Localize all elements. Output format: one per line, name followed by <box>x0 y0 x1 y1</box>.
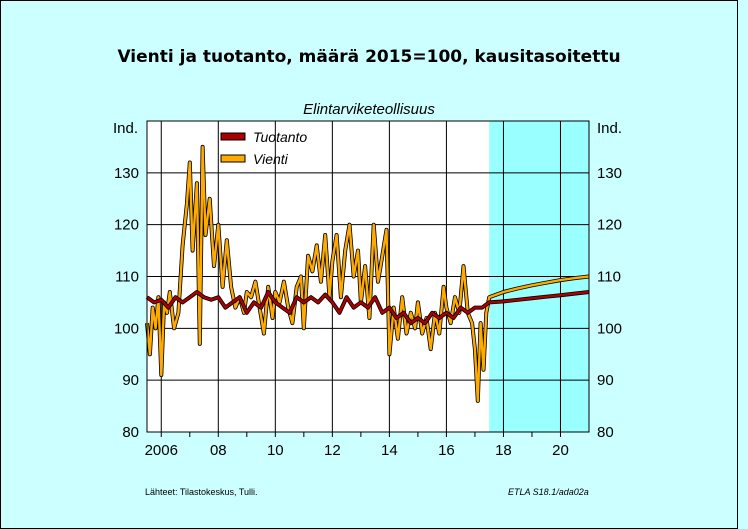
y-tick-label-right: 90 <box>597 372 614 389</box>
chart-subtitle: Elintarviketeollisuus <box>303 101 435 118</box>
legend-label-tuotanto: Tuotanto <box>253 129 307 145</box>
legend-swatch-tuotanto <box>220 132 246 141</box>
y-tick-label-left: 100 <box>114 320 139 337</box>
y-tick-label-left: 120 <box>114 217 139 234</box>
y-tick-label-right: 110 <box>597 269 621 286</box>
chart-code: ETLA S18.1/ada02a <box>508 487 589 497</box>
x-tick-label: 08 <box>210 442 227 459</box>
y-tick-label-right: 120 <box>597 217 622 234</box>
x-tick-label: 20 <box>552 442 569 459</box>
legend-swatch-vienti <box>220 154 246 163</box>
chart-title: Vienti ja tuotanto, määrä 2015=100, kaus… <box>117 47 621 67</box>
y-tick-label-left: 80 <box>122 424 139 441</box>
axes: 80 80 90 90 100 100 110 110 120 120 130 130 2006 08 10… <box>114 165 622 459</box>
y-tick-label-left: 130 <box>114 165 139 182</box>
series-line-tuotanto <box>146 290 590 325</box>
source-note: Lähteet: Tilastokeskus, Tulli. <box>145 487 258 497</box>
x-tick-label: 18 <box>495 442 512 459</box>
y-axis-label-right: Ind. <box>597 120 622 137</box>
y-tick-label-right: 130 <box>597 165 622 182</box>
y-tick-label-left: 110 <box>115 269 139 286</box>
x-tick-label: 14 <box>381 442 398 459</box>
plot-border <box>146 120 590 433</box>
y-axis-label-left: Ind. <box>113 120 138 137</box>
legend-label-vienti: Vienti <box>253 151 289 167</box>
y-tick-label-right: 80 <box>597 424 614 441</box>
y-tick-label-right: 100 <box>597 320 622 337</box>
y-tick-label-left: 90 <box>122 372 139 389</box>
series-layer <box>145 144 590 403</box>
x-tick-label: 12 <box>324 442 341 459</box>
x-tick-label: 2006 <box>145 442 178 459</box>
x-tick-label: 16 <box>438 442 455 459</box>
x-tick-label: 10 <box>267 442 284 459</box>
legend: Tuotanto Vienti <box>220 129 307 167</box>
